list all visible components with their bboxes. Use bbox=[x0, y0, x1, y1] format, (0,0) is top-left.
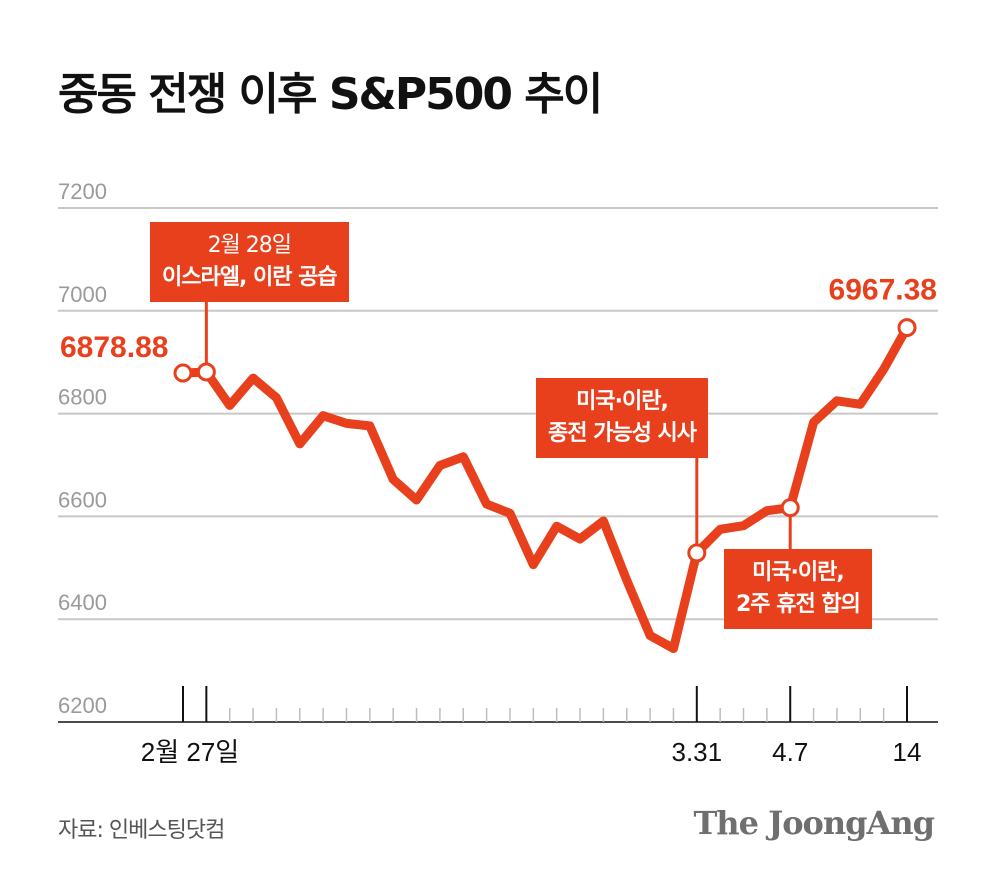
source-note: 자료: 인베스팅닷컴 bbox=[58, 818, 225, 843]
data-point bbox=[173, 363, 193, 383]
page-title: 중동 전쟁 이후 S&P500 추이 bbox=[58, 69, 603, 120]
x-axis bbox=[182, 686, 908, 722]
value-label: 6878.88 bbox=[60, 331, 168, 364]
publisher-logo: The JoongAng bbox=[693, 804, 935, 842]
callout-text-1: 미국·이란, bbox=[576, 389, 669, 414]
y-tick-label: 7200 bbox=[58, 179, 107, 204]
y-tick-label: 7000 bbox=[58, 282, 107, 307]
data-point bbox=[687, 543, 707, 563]
callout-ceasefire-hint: 미국·이란, 종전 가능성 시사 bbox=[536, 378, 708, 458]
y-axis-ticks: 7200 7000 6800 6600 6400 6200 bbox=[58, 179, 107, 718]
callout-text-2: 2주 휴전 합의 bbox=[736, 592, 861, 617]
x-tick-label: 4.7 bbox=[772, 737, 808, 767]
x-tick-labels: 2월 27일 3.31 4.7 14 bbox=[141, 737, 922, 767]
callout-text-2: 종전 가능성 시사 bbox=[548, 421, 697, 446]
x-tick-label: 2월 27일 bbox=[141, 737, 239, 767]
x-tick-label: 14 bbox=[893, 737, 922, 767]
highlight-points bbox=[173, 318, 917, 563]
y-tick-label: 6200 bbox=[58, 693, 107, 718]
callout-text: 이스라엘, 이란 공습 bbox=[162, 265, 338, 290]
data-point bbox=[780, 498, 800, 518]
callout-airstrike: 2월 28일 이스라엘, 이란 공습 bbox=[150, 222, 349, 302]
callout-date: 2월 28일 bbox=[207, 233, 292, 258]
value-label: 6967.38 bbox=[829, 274, 937, 307]
value-labels: 6878.88 6967.38 bbox=[60, 274, 937, 364]
y-tick-label: 6400 bbox=[58, 590, 107, 615]
callout-text-1: 미국·이란, bbox=[752, 560, 845, 585]
y-tick-label: 6600 bbox=[58, 487, 107, 512]
grid-lines bbox=[58, 207, 938, 723]
y-tick-label: 6800 bbox=[58, 385, 107, 410]
x-tick-label: 3.31 bbox=[672, 737, 723, 767]
data-point bbox=[897, 318, 917, 338]
callout-truce-agreement: 미국·이란, 2주 휴전 합의 bbox=[724, 549, 872, 629]
data-point bbox=[196, 362, 216, 382]
